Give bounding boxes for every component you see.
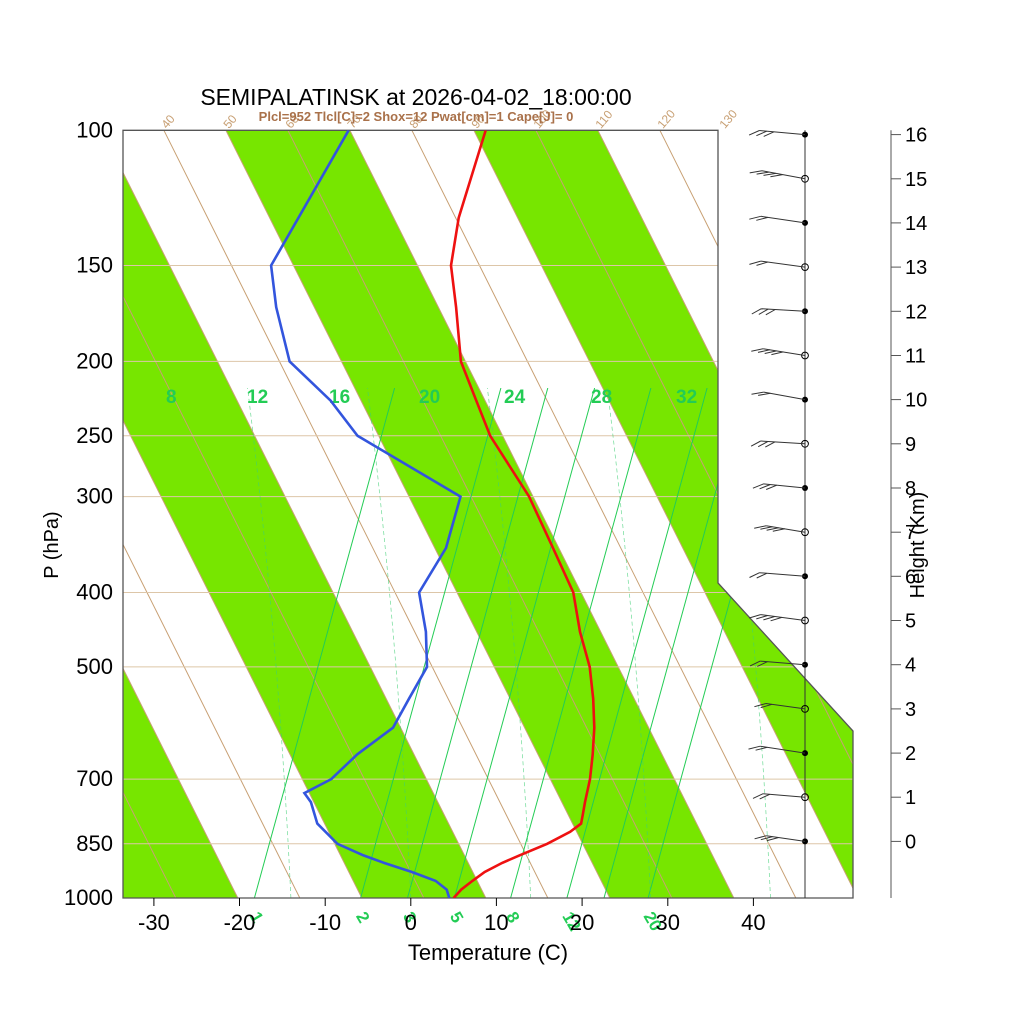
svg-text:28: 28 bbox=[591, 387, 612, 408]
svg-text:Temperature (C): Temperature (C) bbox=[408, 940, 568, 965]
svg-text:100: 100 bbox=[76, 117, 113, 142]
svg-text:8: 8 bbox=[166, 387, 177, 408]
svg-text:15: 15 bbox=[905, 169, 927, 191]
svg-text:SEMIPALATINSK at 2026-04-02_18: SEMIPALATINSK at 2026-04-02_18:00:00 bbox=[200, 84, 631, 110]
svg-text:24: 24 bbox=[504, 387, 526, 408]
svg-text:1000: 1000 bbox=[64, 885, 113, 910]
svg-text:10: 10 bbox=[484, 910, 508, 935]
svg-text:30: 30 bbox=[656, 910, 680, 935]
svg-text:12: 12 bbox=[905, 301, 927, 323]
svg-text:-10: -10 bbox=[309, 910, 341, 935]
svg-text:2: 2 bbox=[905, 743, 916, 765]
svg-text:400: 400 bbox=[76, 580, 113, 605]
svg-text:20: 20 bbox=[419, 387, 440, 408]
svg-text:Plcl=952 Tlcl[C]=2 Shox=12 Pwa: Plcl=952 Tlcl[C]=2 Shox=12 Pwat[cm]=1 Ca… bbox=[259, 109, 574, 124]
svg-text:-20: -20 bbox=[224, 910, 256, 935]
svg-text:200: 200 bbox=[76, 348, 113, 373]
svg-text:11: 11 bbox=[905, 346, 926, 368]
svg-text:20: 20 bbox=[570, 910, 594, 935]
svg-text:0: 0 bbox=[405, 910, 417, 935]
svg-text:250: 250 bbox=[76, 423, 113, 448]
svg-text:1: 1 bbox=[905, 787, 916, 809]
svg-text:700: 700 bbox=[76, 766, 113, 791]
svg-text:14: 14 bbox=[905, 213, 927, 235]
svg-text:500: 500 bbox=[76, 654, 113, 679]
svg-text:16: 16 bbox=[905, 125, 927, 147]
svg-text:150: 150 bbox=[76, 253, 113, 278]
svg-text:4: 4 bbox=[905, 655, 916, 677]
svg-text:850: 850 bbox=[76, 831, 113, 856]
svg-text:10: 10 bbox=[905, 390, 927, 412]
svg-text:-30: -30 bbox=[138, 910, 170, 935]
svg-text:Height (Km): Height (Km) bbox=[907, 492, 929, 599]
svg-text:40: 40 bbox=[741, 910, 765, 935]
svg-text:300: 300 bbox=[76, 484, 113, 509]
svg-text:9: 9 bbox=[905, 434, 916, 456]
svg-text:P (hPa): P (hPa) bbox=[41, 511, 63, 578]
svg-text:5: 5 bbox=[905, 611, 916, 633]
svg-text:0: 0 bbox=[905, 831, 916, 853]
svg-text:3: 3 bbox=[905, 699, 916, 721]
svg-text:13: 13 bbox=[905, 257, 927, 279]
svg-text:32: 32 bbox=[676, 387, 697, 408]
svg-text:16: 16 bbox=[329, 387, 350, 408]
svg-text:12: 12 bbox=[247, 387, 268, 408]
